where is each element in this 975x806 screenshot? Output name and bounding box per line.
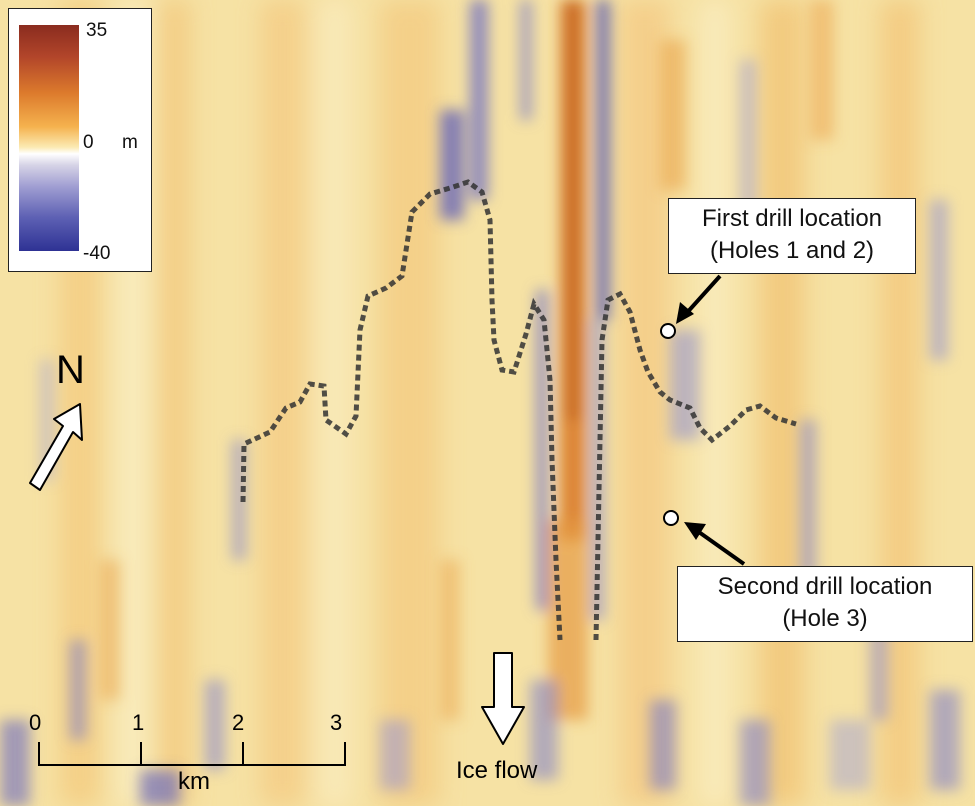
- color-ramp: [19, 25, 79, 251]
- first-drill-callout: First drill location (Holes 1 and 2): [668, 198, 916, 274]
- first-drill-callout-line2: (Holes 1 and 2): [709, 237, 875, 264]
- ice-flow-label: Ice flow: [456, 757, 538, 784]
- second-drill-callout-line1: Second drill location: [717, 573, 933, 600]
- second-drill-callout: Second drill location (Hole 3): [677, 566, 973, 642]
- elevation-legend: 35 0 m -40: [8, 8, 152, 272]
- second-drill-location-marker: [663, 510, 679, 526]
- legend-zero-label: 0: [83, 132, 94, 153]
- second-drill-callout-line2: (Hole 3): [782, 605, 868, 632]
- first-drill-callout-line1: First drill location: [701, 205, 883, 232]
- scale-unit-label: km: [178, 768, 210, 795]
- first-drill-location-marker: [660, 323, 676, 339]
- legend-unit-label: m: [122, 132, 138, 153]
- callout-pointer-1: [676, 274, 722, 324]
- scale-tick-label: 3: [330, 710, 343, 735]
- dashed-boundary-outline: [240, 179, 797, 641]
- scale-tick-label: 0: [29, 710, 42, 735]
- north-arrow-icon: [29, 403, 83, 491]
- scale-bar: [38, 742, 346, 766]
- callout-pointer-2: [684, 522, 746, 566]
- legend-min-label: -40: [83, 243, 111, 264]
- scale-tick-label: 1: [132, 710, 145, 735]
- scale-tick-label: 2: [232, 710, 245, 735]
- ice-flow-arrow-icon: [481, 652, 525, 745]
- legend-max-label: 35: [86, 20, 108, 41]
- north-label: N: [56, 348, 85, 392]
